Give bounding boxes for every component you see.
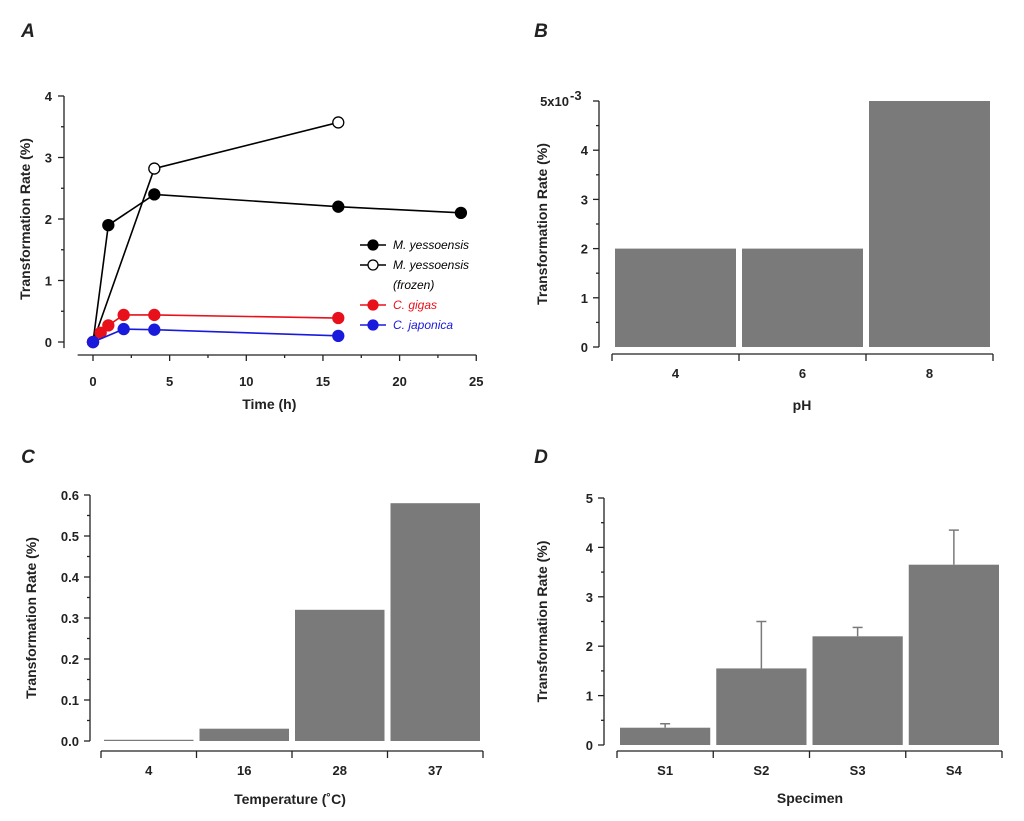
x-category-label: 16 [237,763,251,778]
y-tick-label: 0 [586,738,593,753]
legend-marker [367,299,379,311]
panel-b-label: B [534,21,548,42]
panel-a-data-point [332,329,345,343]
bar-4 [104,739,194,741]
panel-a-data-point [148,308,161,322]
y-tick-label: 1 [581,291,588,306]
x-category-label: S1 [657,763,673,778]
x-category-label: 37 [428,763,442,778]
panel-a-data-point [148,323,161,336]
panel-a-data-point [102,218,115,232]
bar-6 [742,248,863,347]
x-axis-title: Specimen [777,790,843,806]
panel-a-data-point [148,188,161,201]
panel-b: B 0 1 2 3 4 5x10 -3 4 6 8 pH Transformation Rate (%) [534,21,994,413]
panel-a: A 0 1 2 3 4 0 5 10 15 20 25 Time (h) Transformation R… [17,21,483,412]
panel-a-x-tick-label: 15 [316,374,330,389]
panel-a-series-line [92,328,339,343]
x-category-label: S4 [946,763,963,778]
y-tick-label: 3 [581,192,588,207]
x-axis-title: Temperature (˚C) [234,791,346,807]
y-tick-label: 3 [586,590,593,605]
x-category-label: 8 [926,366,933,381]
y-tick-label: 2 [581,242,588,257]
panel-a-data-point [332,116,345,129]
y-tick-label: 0.2 [61,652,79,667]
y-tick-label: 0.1 [61,693,79,708]
panel-a-data-point [117,308,130,322]
bar-16 [199,728,289,741]
panel-c-label: C [21,447,35,468]
x-category-label: 4 [145,763,153,778]
legend-marker [367,259,379,271]
y-tick-label: 0.4 [61,570,80,585]
y-tick-label: 0.3 [61,611,79,626]
panel-a-data-point [454,206,468,220]
y-tick-label: 0.5 [61,529,79,544]
y-tick-label: 5 [586,491,593,506]
bar-S3 [812,636,903,745]
panel-a-data-point [117,322,130,336]
legend-label: C. gigas [393,298,437,312]
y-tick-label: 2 [586,639,593,654]
x-category-label: 28 [333,763,347,778]
panel-a-series-line [92,121,339,343]
panel-a-x-tick-label: 10 [239,374,253,389]
y-tick-label: 0.0 [61,734,79,749]
panel-a-label: A [20,21,35,42]
bar-4 [615,248,736,347]
bar-8 [869,101,990,347]
bar-37 [390,503,480,741]
panel-a-y-title: Transformation Rate (%) [17,138,33,300]
panel-a-data-point [332,200,345,213]
panel-a-y-tick-label: 1 [45,274,52,289]
y-tick-label: 0.6 [61,488,79,503]
y-axis-title: Transformation Rate (%) [534,541,550,703]
panel-a-y-tick-label: 3 [45,151,52,166]
x-category-label: S3 [850,763,866,778]
bar-S4 [908,564,999,745]
y-tick-exponent: -3 [570,88,582,103]
bar-S1 [620,727,711,745]
panel-a-y-tick-label: 0 [45,335,52,350]
panel-a-x-tick-label: 0 [89,374,96,389]
panel-a-data-point [148,162,161,175]
y-tick-label: 1 [586,689,593,704]
legend-marker [367,319,379,331]
y-tick-label: 4 [581,143,589,158]
panel-c: C 0.0 0.1 0.2 0.3 0.4 0.5 0.6 4 16 28 37 Temperature… [21,447,484,807]
legend-label: C. japonica [393,318,453,332]
x-category-label: 4 [672,366,680,381]
panel-a-x-tick-label: 25 [469,374,483,389]
y-axis-title: Transformation Rate (%) [534,143,550,305]
y-tick-label: 5x10 [540,94,569,109]
panel-a-x-title: Time (h) [242,396,296,412]
panel-d: D 0 1 2 3 4 5 S1 S2 S3 S4 Specimen Transformation Ra… [534,447,1003,806]
panel-a-data-point [332,311,345,325]
legend-label: M. yessoensis [393,258,469,272]
panel-d-label: D [534,447,548,468]
bar-28 [295,609,385,741]
x-category-label: 6 [799,366,806,381]
legend-label: M. yessoensis [393,238,469,252]
y-axis-title: Transformation Rate (%) [23,537,39,699]
panel-a-x-tick-label: 5 [166,374,173,389]
x-axis-title: pH [793,397,812,413]
legend-label: (frozen) [393,278,434,292]
panel-a-x-tick-label: 20 [392,374,406,389]
panel-a-data-point [86,335,100,349]
legend-marker [367,239,379,251]
y-tick-label: 4 [586,540,594,555]
bar-S2 [716,668,807,745]
panel-a-data-point [102,319,115,332]
panel-a-y-tick-label: 4 [45,89,53,104]
y-tick-label: 0 [581,340,588,355]
panel-a-y-tick-label: 2 [45,212,52,227]
x-category-label: S2 [753,763,769,778]
